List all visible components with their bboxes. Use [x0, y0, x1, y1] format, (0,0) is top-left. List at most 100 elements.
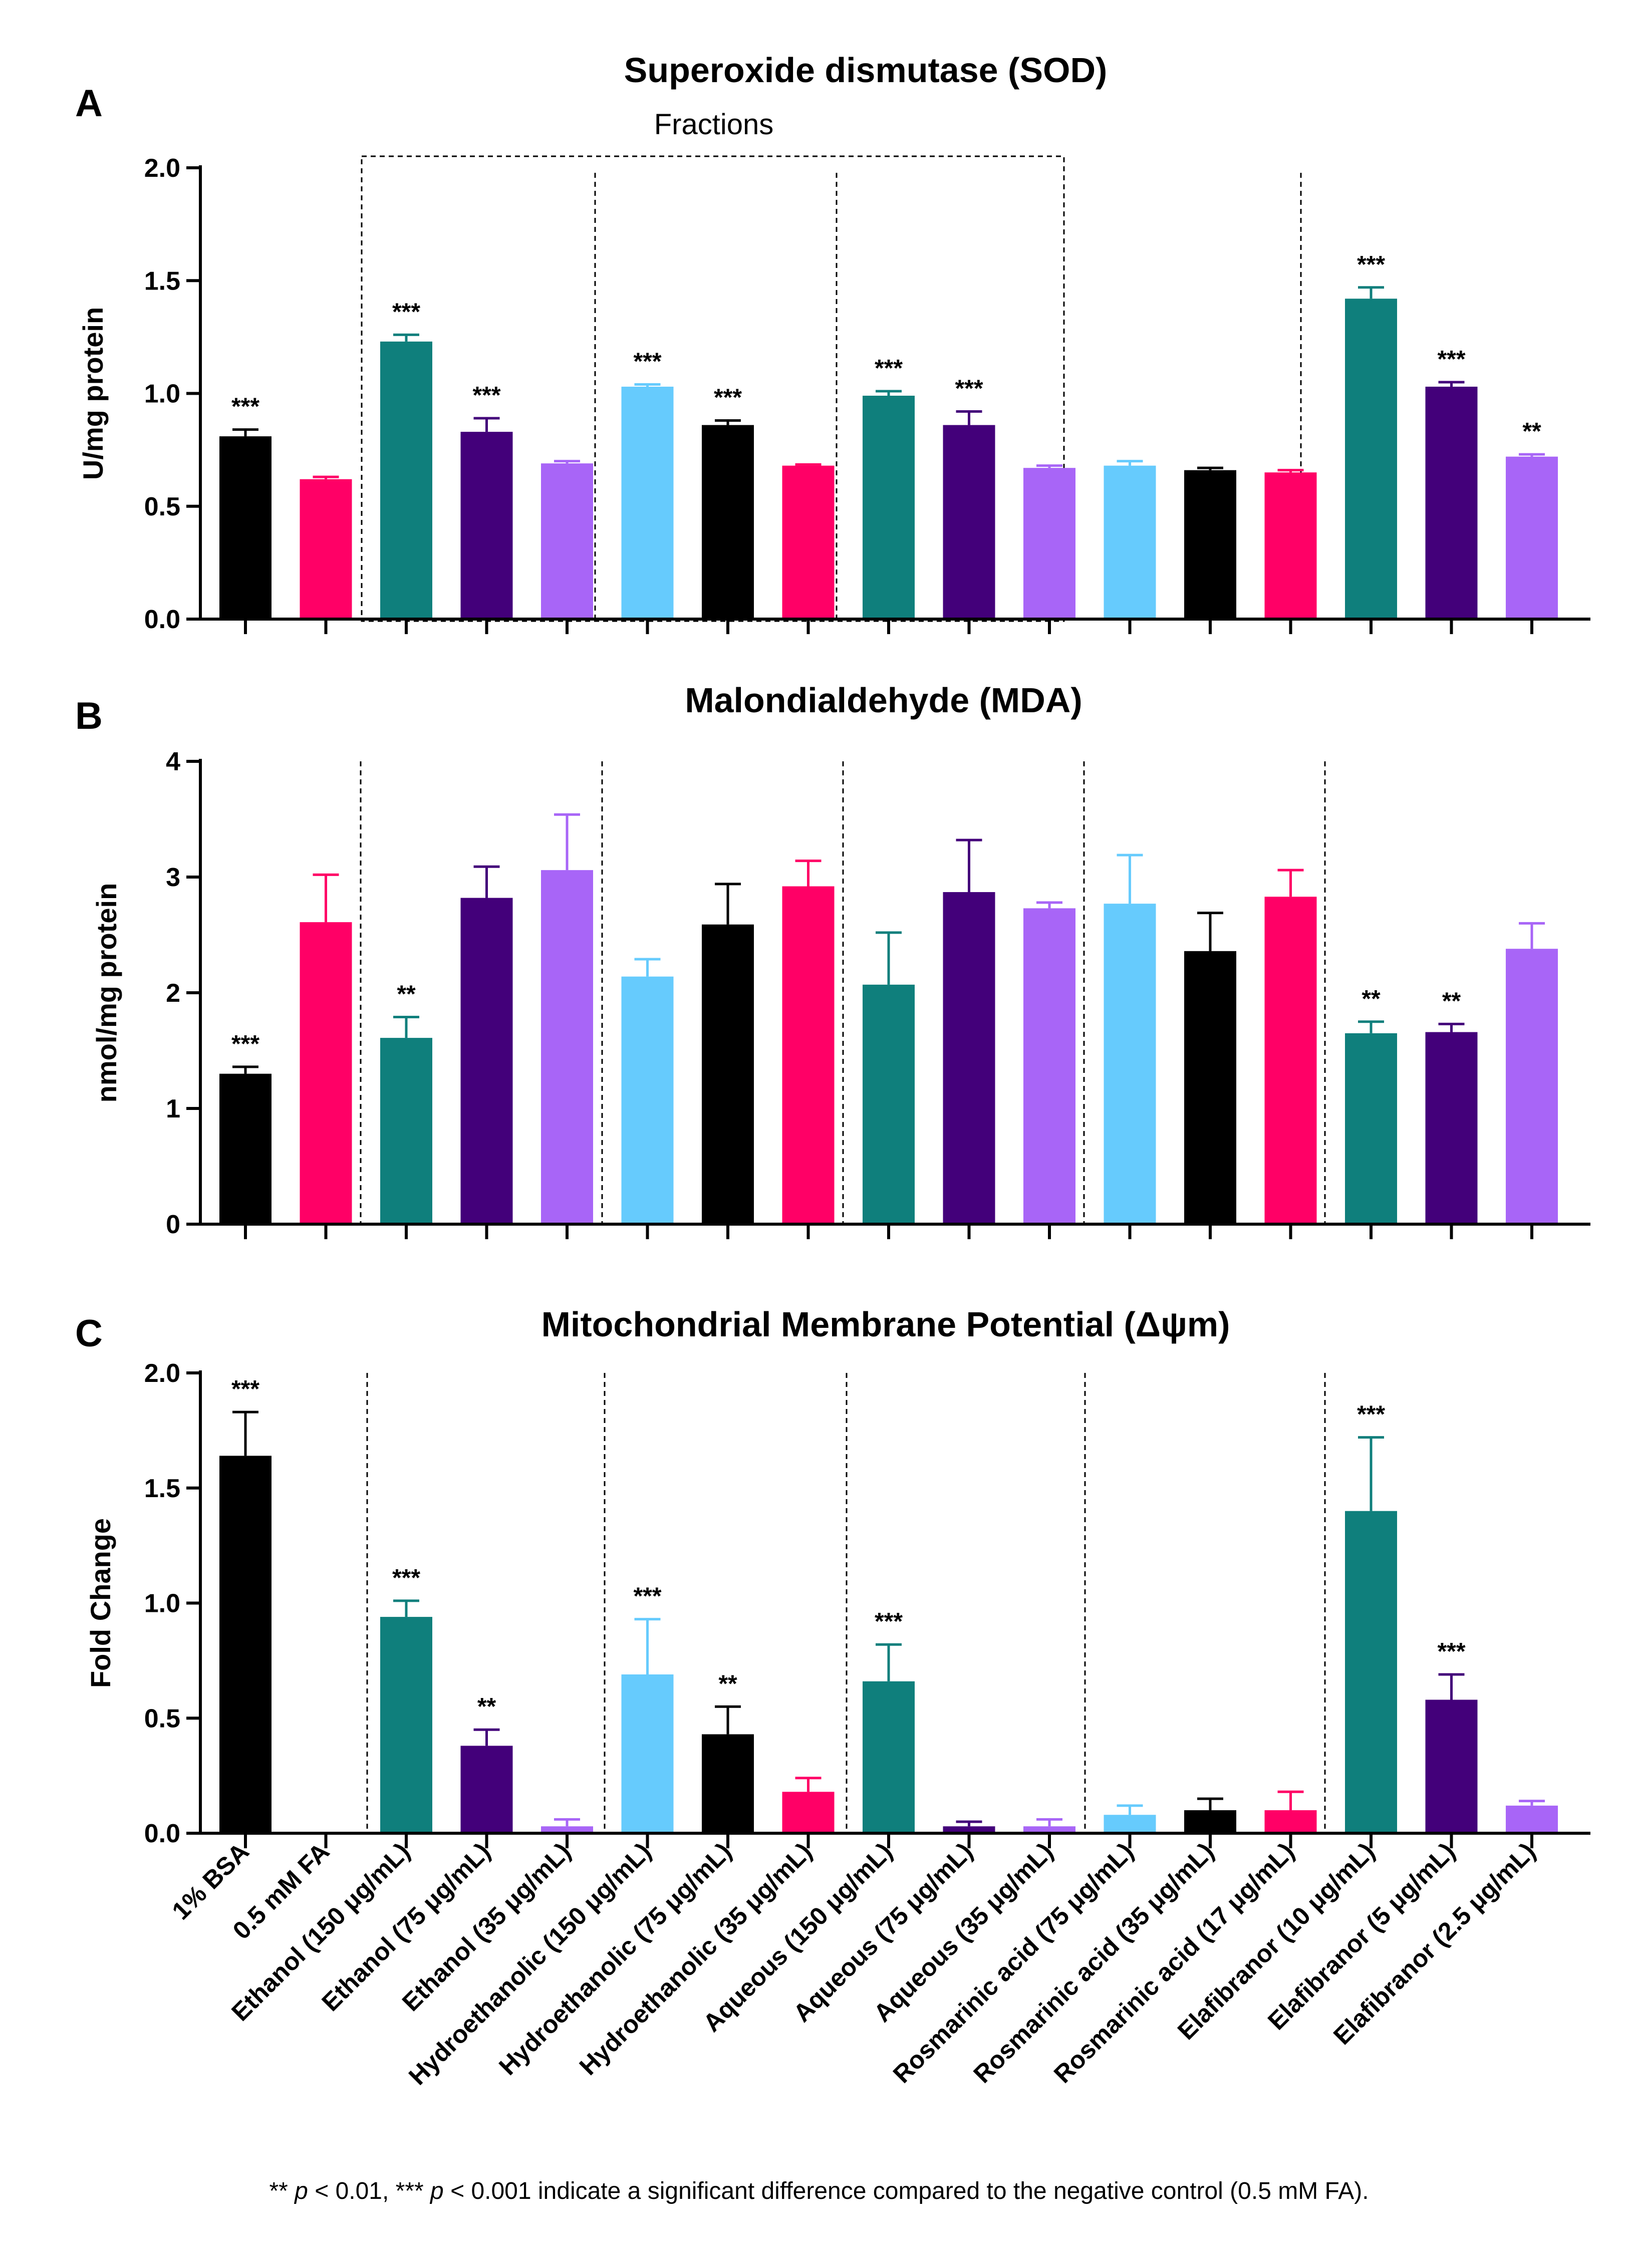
y-tick-label: 0.5: [144, 492, 180, 521]
y-tick-label: 2: [166, 979, 180, 1008]
panel-a-label: A: [75, 82, 103, 125]
significance-marker-1: ***: [231, 1031, 259, 1057]
panel-a-sod-chart: A Superoxide dismutase (SOD) Fractions *…: [75, 51, 1590, 634]
bar-14: [1264, 897, 1317, 1224]
bar-2: [300, 922, 352, 1224]
y-tick-label: 1.5: [144, 266, 180, 296]
y-tick-label: 1.0: [144, 380, 180, 409]
bar-11: [1023, 468, 1075, 619]
panel-c-mmp-chart: C Mitochondrial Membrane Potential (Δψm)…: [75, 1305, 1590, 1848]
y-tick-label: 0.0: [144, 1819, 180, 1848]
bar-13: [1184, 951, 1236, 1224]
significance-marker-9: ***: [875, 1608, 903, 1635]
bar-5: [541, 1826, 593, 1833]
bar-15: [1345, 1033, 1397, 1224]
y-axis-label: Fold Change: [85, 1518, 116, 1688]
significance-marker-1: ***: [231, 394, 259, 420]
bar-16: [1425, 386, 1478, 619]
bar-3: [380, 341, 432, 619]
bar-5: [541, 463, 593, 619]
significance-marker-15: ***: [1357, 251, 1385, 278]
y-tick-label: 1.5: [144, 1474, 180, 1503]
significance-marker-15: ***: [1357, 1401, 1385, 1428]
bar-10: [943, 1826, 995, 1833]
significance-marker-3: **: [397, 981, 416, 1008]
bar-12: [1104, 1815, 1156, 1833]
bar-11: [1023, 908, 1075, 1224]
significance-marker-6: ***: [633, 348, 661, 375]
panel-b-label: B: [75, 695, 103, 737]
bar-4: [460, 1746, 513, 1833]
bar-14: [1264, 1810, 1317, 1833]
bar-5: [541, 870, 593, 1224]
significance-marker-16: ***: [1437, 346, 1465, 373]
bar-6: [621, 976, 674, 1224]
bar-9: [863, 396, 915, 619]
y-tick-label: 2.0: [144, 154, 180, 183]
bar-15: [1345, 299, 1397, 619]
bar-8: [782, 886, 835, 1224]
significance-marker-17: **: [1522, 418, 1541, 445]
panel-b-title: Malondialdehyde (MDA): [685, 681, 1082, 720]
y-tick-label: 1: [166, 1094, 180, 1123]
significance-marker-4: ***: [472, 382, 500, 409]
bar-8: [782, 1792, 835, 1833]
y-tick-label: 4: [166, 747, 180, 776]
bar-17: [1506, 949, 1558, 1224]
y-axis-label: U/mg protein: [77, 307, 109, 480]
footnote: ** p < 0.01, *** p < 0.001 indicate a si…: [269, 2178, 1369, 2204]
bar-3: [380, 1617, 432, 1833]
bar-1: [219, 1073, 272, 1224]
y-tick-label: 3: [166, 863, 180, 892]
y-tick-label: 0.5: [144, 1704, 180, 1733]
bar-7: [702, 425, 754, 619]
bar-17: [1506, 1805, 1558, 1833]
bar-13: [1184, 1810, 1236, 1833]
fractions-label: Fractions: [654, 108, 774, 141]
bar-12: [1104, 904, 1156, 1224]
significance-marker-9: ***: [875, 355, 903, 382]
bar-4: [460, 432, 513, 619]
significance-marker-3: ***: [392, 299, 420, 325]
bar-1: [219, 1456, 272, 1833]
bar-1: [219, 436, 272, 619]
bar-8: [782, 465, 835, 619]
significance-marker-16: ***: [1437, 1638, 1465, 1665]
significance-marker-6: ***: [633, 1583, 661, 1610]
significance-marker-3: ***: [392, 1565, 420, 1591]
bar-9: [863, 984, 915, 1224]
bar-15: [1345, 1511, 1397, 1833]
bar-9: [863, 1681, 915, 1833]
significance-marker-1: ***: [231, 1376, 259, 1402]
panel-a-title: Superoxide dismutase (SOD): [624, 51, 1108, 90]
bar-6: [621, 1674, 674, 1833]
y-tick-label: 1.0: [144, 1589, 180, 1618]
significance-marker-7: ***: [714, 385, 742, 411]
bar-17: [1506, 456, 1558, 619]
y-tick-label: 0.0: [144, 605, 180, 634]
bar-12: [1104, 465, 1156, 619]
bar-14: [1264, 472, 1317, 619]
significance-marker-4: **: [477, 1693, 496, 1720]
bar-11: [1023, 1826, 1075, 1833]
y-tick-label: 0: [166, 1210, 180, 1239]
panel-c-label: C: [75, 1312, 103, 1355]
bar-13: [1184, 470, 1236, 619]
significance-marker-10: ***: [955, 376, 983, 402]
bar-10: [943, 425, 995, 619]
bar-4: [460, 898, 513, 1224]
bar-7: [702, 924, 754, 1224]
bar-16: [1425, 1032, 1478, 1224]
significance-marker-15: **: [1362, 986, 1381, 1012]
panel-c-title: Mitochondrial Membrane Potential (Δψm): [541, 1305, 1230, 1344]
significance-marker-16: **: [1442, 988, 1461, 1014]
panel-b-mda-chart: B Malondialdehyde (MDA) ***** ** **01234nm…: [75, 681, 1590, 1239]
fractions-bracket-box: [361, 155, 1065, 622]
bar-3: [380, 1038, 432, 1224]
bar-10: [943, 892, 995, 1224]
significance-marker-7: **: [718, 1670, 737, 1697]
y-axis-label: nmol/mg protein: [91, 883, 122, 1103]
bar-7: [702, 1734, 754, 1833]
